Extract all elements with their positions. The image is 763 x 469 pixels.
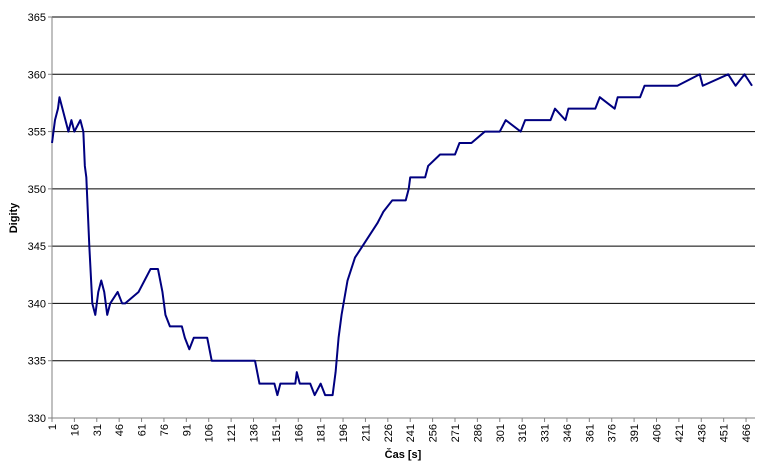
x-tick-label: 121 [226, 424, 238, 442]
x-tick-label: 256 [428, 424, 440, 442]
y-tick-label: 335 [28, 356, 46, 368]
x-tick-label: 361 [584, 424, 596, 442]
x-tick-label: 241 [405, 424, 417, 442]
y-tick-label: 340 [28, 298, 46, 310]
x-tick-label: 1 [47, 424, 59, 430]
x-tick-label: 151 [271, 424, 283, 442]
x-tick-label: 61 [137, 424, 149, 436]
data-line [51, 73, 753, 397]
x-tick-label: 181 [316, 424, 328, 442]
y-tick-label: 360 [28, 69, 46, 81]
x-tick-label: 166 [293, 424, 305, 442]
x-tick-label: 46 [114, 424, 126, 436]
x-tick-label: 286 [472, 424, 484, 442]
x-tick-label: 226 [383, 424, 395, 442]
y-tick-label: 355 [28, 127, 46, 139]
x-tick-label: 331 [540, 424, 552, 442]
x-tick-label: 271 [450, 424, 462, 442]
x-tick-label: 76 [159, 424, 171, 436]
x-tick-label: 316 [517, 424, 529, 442]
x-tick-label: 436 [696, 424, 708, 442]
x-axis-title: Čas [s] [385, 448, 422, 461]
x-tick-label: 106 [204, 424, 216, 442]
x-tick-label: 196 [338, 424, 350, 442]
y-tick-label: 330 [28, 413, 46, 425]
x-tick-label: 451 [719, 424, 731, 442]
x-tick-label: 301 [495, 424, 507, 442]
x-tick-label: 376 [607, 424, 619, 442]
x-tick-label: 91 [181, 424, 193, 436]
x-tick-label: 346 [562, 424, 574, 442]
y-tick-label: 350 [28, 184, 46, 196]
x-tick-label: 31 [92, 424, 104, 436]
y-tick-label: 365 [28, 12, 46, 24]
x-tick-label: 136 [248, 424, 260, 442]
x-tick-label: 391 [629, 424, 641, 442]
x-tick-label: 16 [69, 424, 81, 436]
x-tick-label: 406 [651, 424, 663, 442]
x-tick-label: 211 [360, 424, 372, 442]
x-tick-label: 466 [741, 424, 753, 442]
x-tick-label: 421 [674, 424, 686, 442]
y-axis-title: Digity [8, 202, 20, 233]
y-tick-label: 345 [28, 241, 46, 253]
